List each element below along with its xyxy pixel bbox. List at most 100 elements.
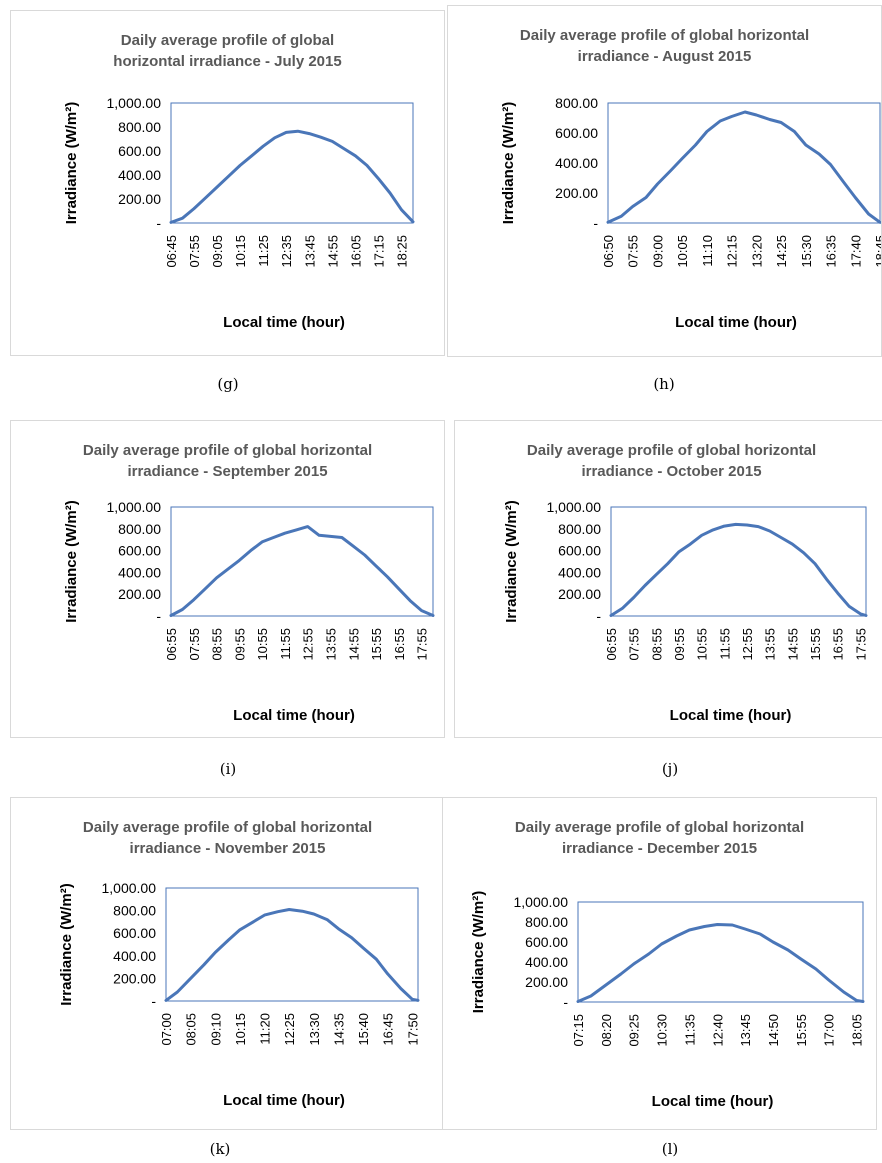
chart-svg-h: Daily average profile of global horizont… [500, 27, 881, 331]
x-tick-label: 13:45 [738, 1014, 753, 1047]
y-tick-label: 600.00 [118, 543, 161, 559]
y-tick-label: 600.00 [113, 925, 156, 941]
y-tick-label: 800.00 [113, 903, 156, 919]
chart-panel-j: Daily average profile of global horizont… [454, 420, 882, 738]
x-tick-label: 11:20 [258, 1013, 273, 1045]
x-tick-label: 07:55 [187, 628, 202, 661]
x-tick-label: 06:50 [601, 235, 616, 268]
y-tick-label: 800.00 [558, 521, 601, 537]
x-tick-label: 06:55 [164, 628, 179, 661]
chart-title-line: Daily average profile of global horizont… [515, 819, 804, 836]
x-tick-label: 14:55 [785, 628, 800, 661]
x-tick-label: 17:55 [415, 628, 430, 661]
x-tick-label: 15:30 [799, 235, 814, 268]
series-line [164, 908, 420, 1002]
y-axis-label: Irradiance (W/m²) [470, 891, 487, 1014]
x-tick-label: 12:25 [282, 1013, 297, 1046]
y-tick-label: 600.00 [555, 125, 598, 141]
x-tick-label: 09:55 [672, 628, 687, 661]
x-tick-label: 08:20 [599, 1014, 614, 1047]
plot-area [610, 506, 867, 617]
x-axis-label: Local time (hour) [675, 314, 797, 331]
x-axis-label: Local time (hour) [223, 1092, 345, 1109]
caption-h: (h) [653, 375, 675, 393]
y-tick-label: 400.00 [118, 167, 161, 183]
y-tick-label: 400.00 [118, 564, 161, 580]
x-tick-label: 16:35 [824, 235, 839, 268]
x-tick-label: 09:10 [208, 1013, 223, 1046]
x-tick-label: 17:40 [848, 235, 863, 268]
x-tick-label: 12:55 [740, 628, 755, 661]
chart-title: Daily average profile of global horizont… [527, 442, 816, 480]
x-tick-label: 17:55 [853, 628, 868, 661]
chart-svg-g: Daily average profile of global horizonta… [63, 32, 415, 331]
plot-area [577, 901, 864, 1003]
x-tick-label: 06:45 [164, 235, 179, 268]
caption-g: (g) [217, 375, 239, 393]
y-axis-label: Irradiance (W/m²) [503, 500, 520, 623]
y-tick-label: - [596, 608, 601, 624]
x-tick-label: 18:25 [394, 235, 409, 268]
chart-title-line: horizontal irradiance - July 2015 [113, 53, 341, 70]
chart-title-line: irradiance - October 2015 [581, 463, 761, 480]
x-tick-label: 13:55 [323, 628, 338, 661]
x-tick-label: 12:15 [725, 235, 740, 268]
chart-title-line: Daily average profile of global horizont… [527, 442, 816, 459]
x-tick-label: 13:20 [749, 235, 764, 268]
x-tick-label: 15:55 [369, 628, 384, 661]
x-tick-label: 11:55 [717, 628, 732, 660]
x-tick-label: 17:00 [822, 1014, 837, 1047]
x-tick-label: 16:55 [392, 628, 407, 661]
y-tick-label: 1,000.00 [547, 499, 602, 515]
plot-area [170, 102, 414, 224]
chart-panel-i: Daily average profile of global horizont… [10, 420, 445, 738]
x-tick-label: 14:50 [766, 1014, 781, 1047]
y-tick-label: 400.00 [555, 155, 598, 171]
chart-panel-h: Daily average profile of global horizont… [447, 5, 882, 357]
x-axis-label: Local time (hour) [233, 707, 355, 724]
chart-title-line: Daily average profile of global [121, 32, 334, 49]
x-tick-label: 07:55 [627, 628, 642, 661]
x-tick-label: 08:05 [184, 1013, 199, 1046]
x-tick-label: 07:00 [159, 1013, 174, 1046]
x-tick-label: 13:45 [302, 235, 317, 268]
y-tick-label: - [156, 215, 161, 231]
x-tick-label: 10:05 [675, 235, 690, 268]
chart-title-line: irradiance - December 2015 [562, 840, 757, 857]
x-tick-label: 16:55 [831, 628, 846, 661]
x-tick-label: 14:35 [331, 1013, 346, 1046]
chart-panel-l: Daily average profile of global horizont… [442, 797, 877, 1130]
x-axis-label: Local time (hour) [223, 314, 345, 331]
x-tick-label: 09:05 [210, 235, 225, 268]
x-tick-label: 08:55 [649, 628, 664, 661]
x-tick-label: 10:55 [255, 628, 270, 661]
x-tick-label: 11:10 [700, 235, 715, 267]
chart-title-line: irradiance - August 2015 [578, 48, 752, 65]
y-tick-label: 400.00 [558, 564, 601, 580]
chart-title: Daily average profile of global horizont… [520, 27, 809, 65]
chart-svg-k: Daily average profile of global horizont… [58, 819, 420, 1109]
y-tick-label: 800.00 [525, 914, 568, 930]
x-tick-label: 18:05 [850, 1014, 865, 1047]
y-tick-label: 800.00 [555, 95, 598, 111]
chart-title: Daily average profile of global horizont… [83, 442, 372, 480]
x-tick-label: 07:55 [187, 235, 202, 268]
x-tick-label: 12:40 [710, 1014, 725, 1047]
x-tick-label: 11:55 [278, 628, 293, 660]
chart-svg-l: Daily average profile of global horizont… [470, 819, 865, 1110]
y-tick-label: 800.00 [118, 119, 161, 135]
chart-title-line: Daily average profile of global horizont… [520, 27, 809, 44]
y-tick-label: - [593, 215, 598, 231]
y-tick-label: - [151, 993, 156, 1009]
y-tick-label: 400.00 [525, 954, 568, 970]
x-tick-label: 16:45 [381, 1013, 396, 1046]
chart-title-line: Daily average profile of global horizont… [83, 442, 372, 459]
x-tick-label: 17:15 [371, 235, 386, 268]
y-axis-label: Irradiance (W/m²) [58, 883, 75, 1006]
y-tick-label: 600.00 [118, 143, 161, 159]
x-tick-label: 14:55 [346, 628, 361, 661]
chart-title: Daily average profile of global horizonta… [113, 32, 341, 70]
x-axis-label: Local time (hour) [670, 707, 792, 724]
x-tick-label: 15:55 [794, 1014, 809, 1047]
y-axis-label: Irradiance (W/m²) [63, 500, 80, 623]
